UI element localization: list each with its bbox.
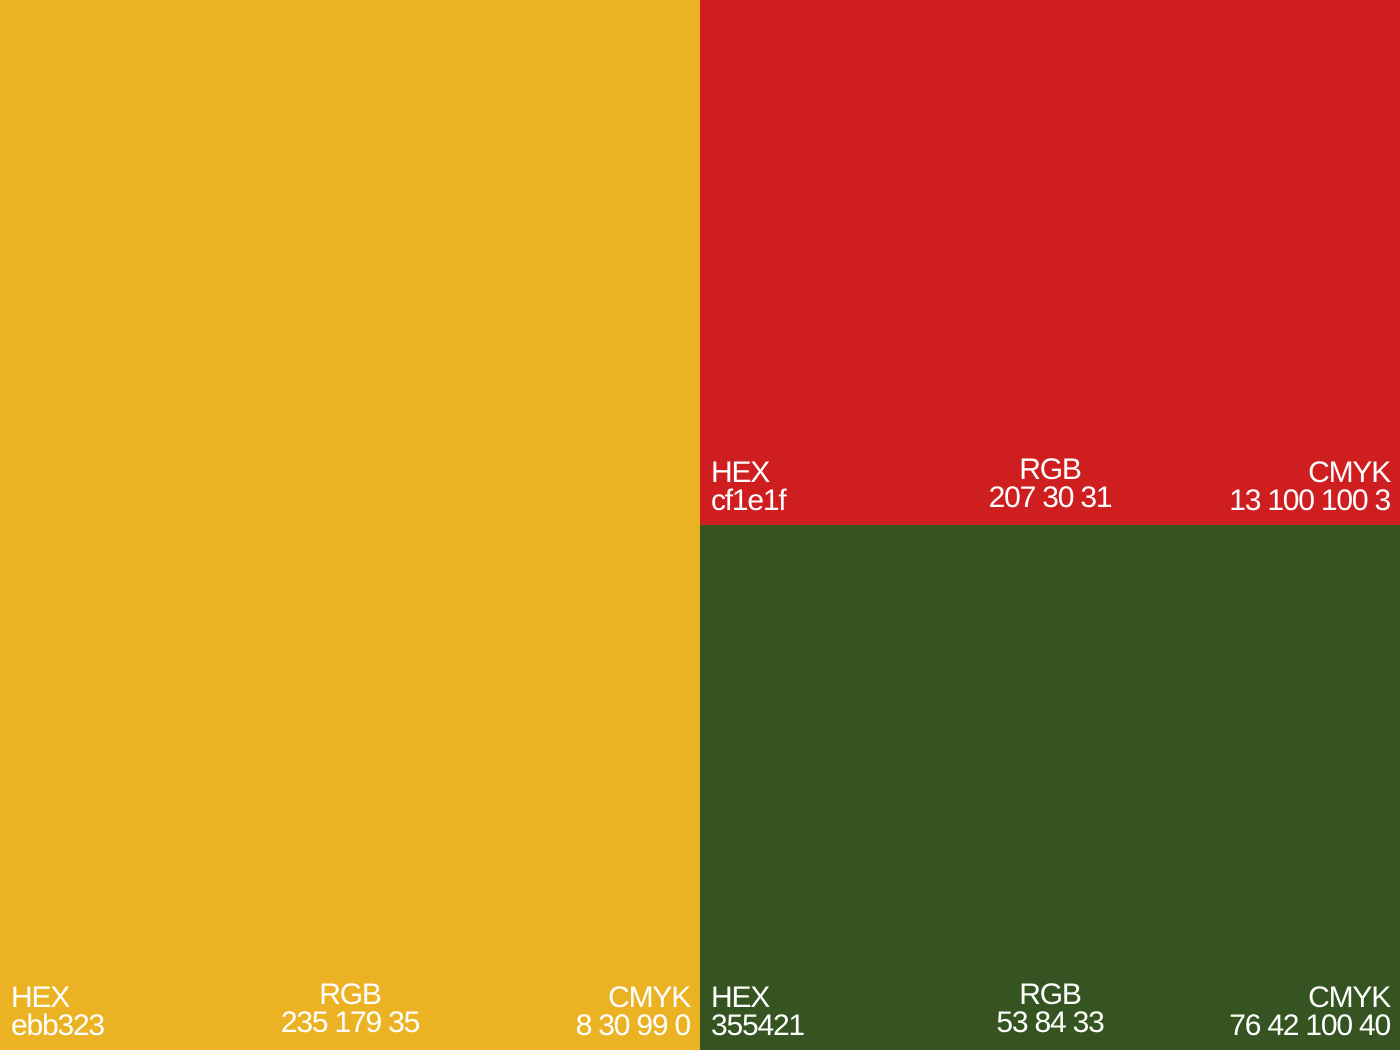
- hex-label: HEX: [11, 981, 70, 1014]
- rgb-value: 207 30 31: [988, 481, 1113, 514]
- hex-code: HEX ebb323: [11, 981, 105, 1042]
- rgb-label: RGB: [319, 978, 382, 1011]
- swatch-yellow: HEX ebb323 RGB 235 179 35 CMYK 8 30 99 0: [0, 0, 700, 1050]
- rgb-code: RGB 53 84 33: [996, 978, 1104, 1039]
- hex-label: HEX: [711, 456, 770, 489]
- rgb-label: RGB: [1019, 453, 1082, 486]
- swatch-red: HEX cf1e1f RGB 207 30 31 CMYK 13 100 100…: [700, 0, 1400, 525]
- hex-value: ebb323: [11, 1009, 105, 1042]
- rgb-value: 53 84 33: [996, 1006, 1104, 1039]
- rgb-value: 235 179 35: [280, 1006, 420, 1039]
- cmyk-label: CMYK: [608, 981, 691, 1014]
- cmyk-code: CMYK 8 30 99 0: [575, 981, 692, 1042]
- swatch-green: HEX 355421 RGB 53 84 33 CMYK 76 42 100 4…: [700, 525, 1400, 1050]
- cmyk-code: CMYK 76 42 100 40: [1229, 981, 1391, 1042]
- cmyk-value: 13 100 100 3: [1229, 484, 1391, 517]
- hex-code: HEX 355421: [711, 981, 805, 1042]
- rgb-code: RGB 207 30 31: [988, 453, 1113, 514]
- hex-label: HEX: [711, 981, 770, 1014]
- cmyk-value: 76 42 100 40: [1229, 1009, 1391, 1042]
- cmyk-label: CMYK: [1308, 456, 1391, 489]
- rgb-code: RGB 235 179 35: [280, 978, 420, 1039]
- hex-value: 355421: [711, 1009, 805, 1042]
- cmyk-code: CMYK 13 100 100 3: [1229, 456, 1391, 517]
- cmyk-value: 8 30 99 0: [575, 1009, 692, 1042]
- cmyk-label: CMYK: [1308, 981, 1391, 1014]
- hex-code: HEX cf1e1f: [711, 456, 787, 517]
- hex-value: cf1e1f: [711, 484, 787, 517]
- rgb-label: RGB: [1019, 978, 1082, 1011]
